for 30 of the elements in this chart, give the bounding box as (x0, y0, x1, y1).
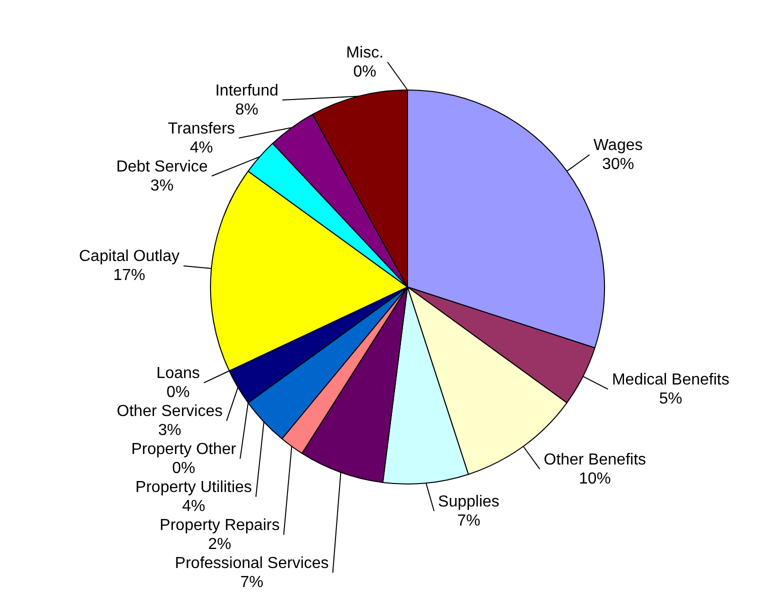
data-label: 4% (182, 498, 206, 516)
slice-label: Other Benefits (544, 451, 646, 468)
data-label: 2% (208, 536, 232, 554)
data-label: 7% (240, 574, 264, 592)
data-label: 10% (578, 470, 611, 488)
category-label: Property Other (131, 441, 236, 458)
text: 0% (166, 384, 190, 402)
slice-label: Wages (594, 137, 643, 154)
data-label: 4% (190, 139, 213, 156)
slice-label: Interfund (215, 82, 278, 100)
data-label: 17% (113, 267, 146, 284)
data-label: 5% (659, 390, 682, 408)
slice-label: Property Utilities (135, 479, 252, 496)
text: 0% (172, 460, 196, 478)
legend-label: Loans (156, 365, 200, 382)
category-label: Misc. (346, 44, 384, 62)
slice-label: Professional Services (174, 555, 329, 572)
text: 0% (353, 63, 376, 80)
slice-label: Debt Service (116, 158, 208, 176)
data-label: 3% (158, 422, 182, 440)
data-label: 30% (602, 156, 634, 174)
data-label: 8% (235, 101, 258, 118)
slice-label: Other Services (116, 403, 223, 420)
slice-label: Medical Benefits (612, 372, 730, 389)
slice-label: Transfers (168, 120, 235, 138)
slice-label: Supplies (438, 493, 500, 510)
data-label: 7% (457, 512, 480, 530)
slice-label: Capital Outlay (79, 248, 180, 266)
slice-label: Property Repairs (160, 517, 280, 534)
data-label: 3% (150, 177, 174, 194)
